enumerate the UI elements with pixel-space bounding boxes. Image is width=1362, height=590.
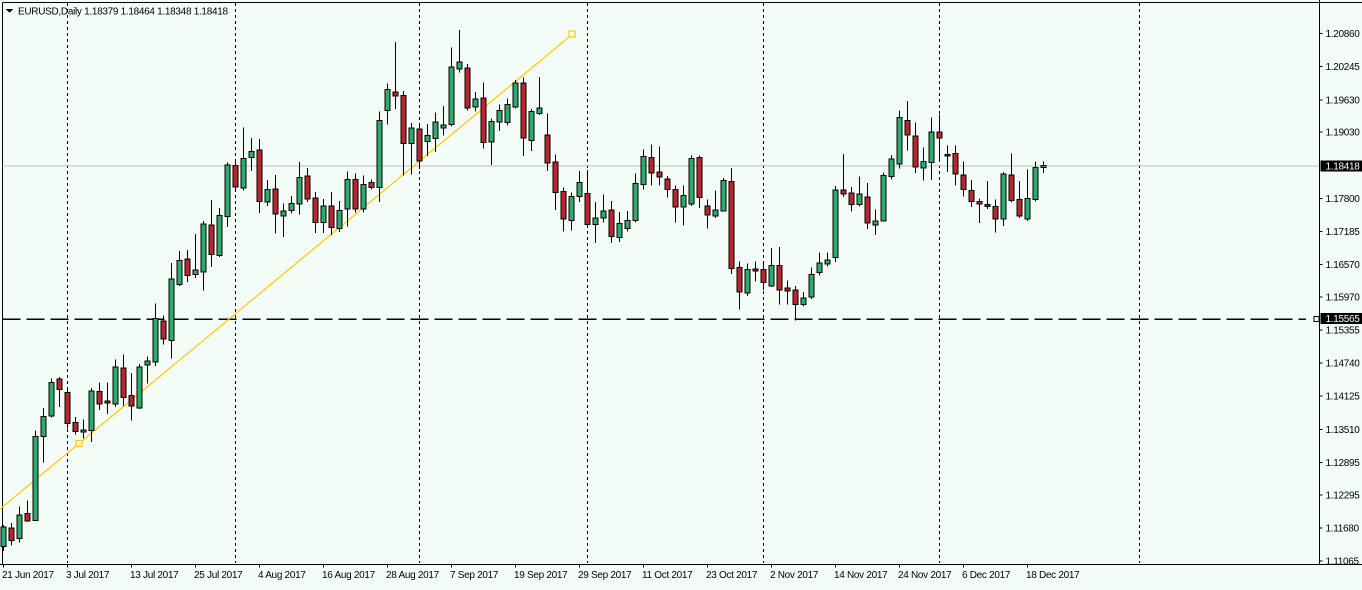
svg-text:1.19030: 1.19030 — [1326, 128, 1361, 139]
svg-text:1.20860: 1.20860 — [1326, 29, 1361, 40]
svg-text:14 Nov 2017: 14 Nov 2017 — [834, 570, 888, 581]
svg-text:7 Sep 2017: 7 Sep 2017 — [450, 570, 499, 581]
svg-text:1.20245: 1.20245 — [1326, 62, 1361, 73]
svg-text:28 Aug 2017: 28 Aug 2017 — [386, 570, 440, 581]
svg-text:13 Jul 2017: 13 Jul 2017 — [130, 570, 179, 581]
svg-text:1.15970: 1.15970 — [1326, 292, 1361, 303]
svg-text:24 Nov 2017: 24 Nov 2017 — [898, 570, 952, 581]
svg-text:21 Jun 2017: 21 Jun 2017 — [2, 570, 54, 581]
svg-text:16 Aug 2017: 16 Aug 2017 — [322, 570, 376, 581]
svg-text:1.17185: 1.17185 — [1326, 227, 1361, 238]
svg-text:1.15355: 1.15355 — [1326, 326, 1361, 337]
svg-text:18 Dec 2017: 18 Dec 2017 — [1026, 570, 1080, 581]
svg-text:1.12895: 1.12895 — [1326, 458, 1361, 469]
svg-text:2 Nov 2017: 2 Nov 2017 — [770, 570, 819, 581]
svg-text:23 Oct 2017: 23 Oct 2017 — [706, 570, 758, 581]
svg-text:1.12295: 1.12295 — [1326, 490, 1361, 501]
svg-text:1.11065: 1.11065 — [1326, 557, 1360, 568]
svg-text:EURUSD,Daily 1.18379 1.18464: EURUSD,Daily 1.18379 1.18464 1.18348 1.1… — [18, 7, 228, 18]
svg-text:1.14740: 1.14740 — [1326, 359, 1361, 370]
svg-text:1.17800: 1.17800 — [1326, 194, 1361, 205]
svg-text:25 Jul 2017: 25 Jul 2017 — [194, 570, 243, 581]
svg-text:1.18418: 1.18418 — [1326, 161, 1361, 172]
svg-text:29 Sep 2017: 29 Sep 2017 — [578, 570, 632, 581]
svg-text:19 Sep 2017: 19 Sep 2017 — [514, 570, 568, 581]
svg-text:11 Oct 2017: 11 Oct 2017 — [642, 570, 693, 581]
svg-text:4 Aug 2017: 4 Aug 2017 — [258, 570, 306, 581]
svg-text:1.15565: 1.15565 — [1326, 314, 1361, 325]
svg-text:1.13510: 1.13510 — [1326, 425, 1361, 436]
svg-text:3 Jul 2017: 3 Jul 2017 — [66, 570, 110, 581]
svg-text:1.19630: 1.19630 — [1326, 95, 1361, 106]
svg-text:1.11680: 1.11680 — [1326, 523, 1360, 534]
svg-text:1.16570: 1.16570 — [1326, 260, 1361, 271]
svg-text:6 Dec 2017: 6 Dec 2017 — [962, 570, 1011, 581]
svg-text:1.14125: 1.14125 — [1326, 392, 1361, 403]
